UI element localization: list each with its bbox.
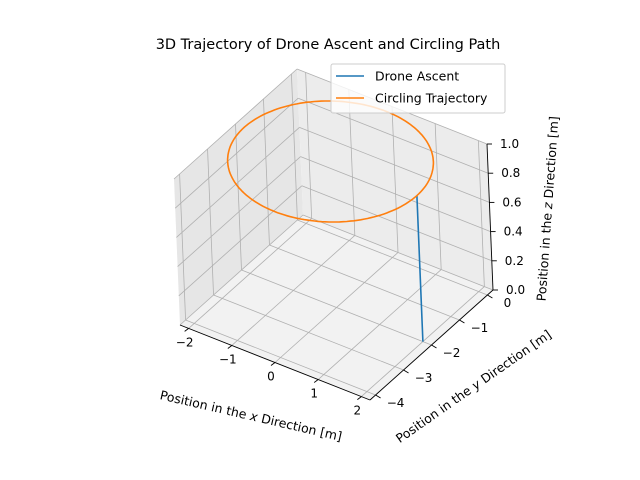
x-tick-mark	[227, 345, 233, 349]
x-grid-back	[477, 140, 485, 287]
data-series	[226, 100, 435, 342]
y-grid-floor	[185, 319, 376, 396]
z-grid-left	[176, 127, 300, 238]
y-grid-floor	[297, 219, 488, 296]
x-tick-mark	[313, 379, 319, 383]
y-tick-label: −4	[387, 396, 405, 410]
y-tick-mark	[487, 294, 493, 299]
z-grid-back	[301, 185, 492, 262]
z-tick-label: 0.4	[504, 225, 523, 239]
y-grid-floor	[269, 244, 460, 321]
y-tick-label: −2	[443, 346, 461, 360]
y-tick-mark	[375, 394, 381, 399]
y-tick-label: −3	[415, 371, 433, 385]
y-tick-mark	[431, 344, 437, 349]
x-tick-mark	[270, 362, 276, 366]
chart-title: 3D Trajectory of Drone Ascent and Circli…	[156, 37, 501, 53]
z-grid-back	[302, 214, 494, 291]
z-tick-label: 0.8	[501, 166, 520, 180]
x-grid-back	[391, 106, 399, 253]
y-tick-label: 0	[504, 296, 512, 310]
x-tick-label: −1	[219, 352, 237, 366]
x-tick-mark	[357, 396, 362, 400]
z-grid-back	[298, 97, 489, 174]
y-grid-left	[179, 173, 186, 321]
x-grid-back	[348, 89, 356, 236]
z-axis-line	[486, 143, 494, 291]
legend-frame	[330, 63, 506, 114]
x-tick-label: 2	[354, 404, 362, 418]
x-tick-label: 0	[267, 370, 275, 384]
circling-trajectory-line	[226, 100, 435, 223]
legend-label-drone-ascent: Drone Ascent	[375, 69, 459, 84]
z-tick-label: 0.0	[506, 283, 525, 297]
x-tick-label: 1	[310, 387, 318, 401]
z-grid-left	[173, 68, 298, 180]
x-tick-label: −2	[176, 335, 194, 349]
z-tick-label: 0.6	[502, 195, 521, 209]
y-grid-left	[291, 73, 298, 221]
y-grid-floor	[213, 294, 404, 371]
y-tick-mark	[403, 369, 409, 374]
z-tick-label: 1.0	[500, 137, 519, 151]
y-tick-label: −1	[471, 321, 489, 335]
drone-ascent-line	[416, 195, 424, 342]
z-grid-left	[177, 156, 301, 267]
z-grid-left	[179, 214, 304, 326]
z-grid-back	[300, 156, 491, 232]
z-grid-left	[178, 185, 303, 297]
x-tick-mark	[184, 328, 189, 332]
y-grid-left	[235, 123, 242, 271]
y-grid-floor	[241, 269, 432, 346]
y-tick-mark	[459, 319, 465, 324]
x-grid-back	[305, 72, 313, 219]
legend-label-circling-trajectory: Circling Trajectory	[375, 91, 488, 106]
x-grid-back	[434, 123, 442, 270]
z-grid-back	[299, 127, 490, 203]
legend: Drone Ascent Circling Trajectory	[330, 63, 506, 114]
y-grid-left	[207, 148, 214, 296]
z-grid-left	[174, 97, 299, 209]
z-tick-label: 0.2	[505, 254, 524, 268]
y-grid-left	[263, 98, 270, 246]
